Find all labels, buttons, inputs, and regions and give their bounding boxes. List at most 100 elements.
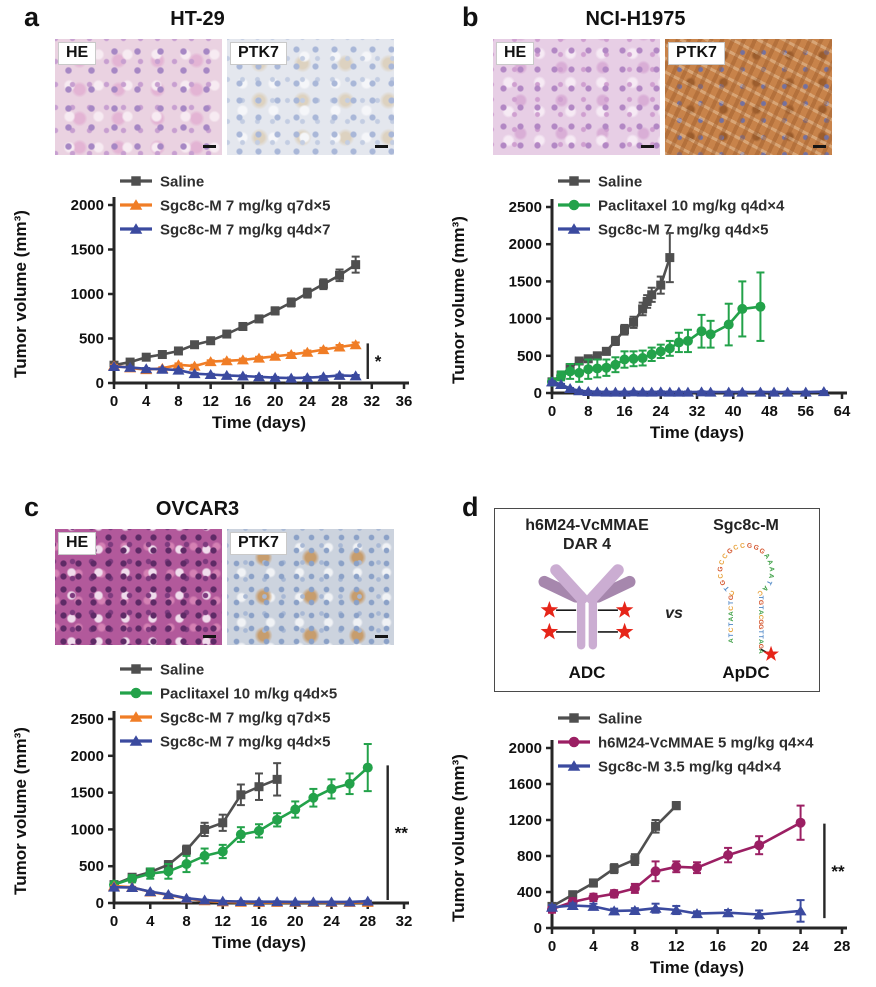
svg-text:24: 24 xyxy=(323,913,340,930)
series-2 xyxy=(108,361,362,383)
svg-text:2500: 2500 xyxy=(509,199,542,216)
micrograph-row-b: HE PTK7 xyxy=(493,39,876,155)
adc-column: h6M24-VcMMAE DAR 4 ADC xyxy=(511,517,663,683)
svg-text:G: G xyxy=(726,547,734,556)
series-2 xyxy=(546,899,807,923)
scale-bar xyxy=(375,635,388,638)
panel-c: c OVCAR3 HE PTK7 0 500 1000 1500 2000 2500 0 4 8… xyxy=(0,490,438,987)
micrograph-row-a: HE PTK7 xyxy=(55,39,438,155)
panel-label-d: d xyxy=(462,492,479,522)
svg-text:G: G xyxy=(757,619,764,624)
series-0 xyxy=(109,762,282,890)
y-axis-title: Tumor volume (mm³) xyxy=(449,754,468,922)
svg-text:500: 500 xyxy=(79,858,104,875)
svg-text:56: 56 xyxy=(797,403,814,420)
scale-bar xyxy=(375,145,388,148)
svg-text:C: C xyxy=(728,606,735,611)
svg-text:A: A xyxy=(728,638,735,643)
stain-label: PTK7 xyxy=(230,42,287,65)
svg-text:T: T xyxy=(757,634,764,639)
legend: Saline h6M24-VcMMAE 5 mg/kg q4×4 Sgc8c-M 3… xyxy=(558,711,814,776)
micrograph-ptk7-ht29: PTK7 xyxy=(227,39,394,155)
svg-text:T: T xyxy=(728,600,735,605)
svg-text:0: 0 xyxy=(96,375,104,392)
svg-text:Paclitaxel 10 mg/kg q4d×4: Paclitaxel 10 mg/kg q4d×4 xyxy=(598,198,785,215)
svg-text:4: 4 xyxy=(146,913,155,930)
drug-star-icon xyxy=(615,600,634,618)
svg-text:Sgc8c-M 7 mg/kg q7d×5: Sgc8c-M 7 mg/kg q7d×5 xyxy=(160,710,330,727)
y-axis-title: Tumor volume (mm³) xyxy=(11,727,30,895)
svg-text:2000: 2000 xyxy=(71,197,104,214)
significance-marker: ** xyxy=(386,765,409,901)
svg-text:28: 28 xyxy=(359,913,376,930)
svg-text:A: A xyxy=(761,584,770,592)
svg-text:T: T xyxy=(728,632,735,637)
svg-text:Saline: Saline xyxy=(598,174,642,191)
vs-label: vs xyxy=(665,605,683,622)
svg-text:16: 16 xyxy=(251,913,268,930)
svg-text:G: G xyxy=(752,544,760,553)
svg-text:G: G xyxy=(758,547,766,556)
series-1 xyxy=(109,743,373,890)
scale-bar xyxy=(813,145,826,148)
legend: Saline Paclitaxel 10 m/kg q4d×5 Sgc8c-M 7 … xyxy=(120,662,337,751)
micrograph-row-c: HE PTK7 xyxy=(55,529,438,645)
svg-text:2000: 2000 xyxy=(71,748,104,765)
svg-text:0: 0 xyxy=(110,393,118,410)
svg-text:24: 24 xyxy=(299,393,316,410)
svg-text:C: C xyxy=(732,544,739,552)
adc-caption: ADC xyxy=(568,663,606,682)
svg-text:1500: 1500 xyxy=(71,785,104,802)
axes: 0 500 1000 1500 2000 0 4 8 12 16 20 24 28 32 36 xyxy=(71,197,412,410)
svg-text:Sgc8c-M 7 mg/kg q4d×7: Sgc8c-M 7 mg/kg q4d×7 xyxy=(160,222,330,239)
svg-text:48: 48 xyxy=(761,403,778,420)
svg-text:1000: 1000 xyxy=(509,311,542,328)
svg-text:C: C xyxy=(740,542,746,550)
svg-text:Saline: Saline xyxy=(598,711,642,728)
stain-label: HE xyxy=(58,532,97,555)
stain-label: PTK7 xyxy=(668,42,725,65)
svg-text:h6M24-VcMMAE 5 mg/kg q4×4: h6M24-VcMMAE 5 mg/kg q4×4 xyxy=(598,735,814,752)
svg-text:28: 28 xyxy=(331,393,348,410)
svg-text:C: C xyxy=(721,552,730,560)
svg-text:12: 12 xyxy=(668,938,685,955)
svg-text:G: G xyxy=(746,542,752,550)
svg-text:A: A xyxy=(767,573,775,579)
svg-text:Saline: Saline xyxy=(160,174,204,191)
svg-text:0: 0 xyxy=(548,403,556,420)
svg-text:C: C xyxy=(757,615,764,620)
adc-subtitle: DAR 4 xyxy=(562,535,611,553)
svg-text:A: A xyxy=(762,552,771,560)
scale-bar xyxy=(203,635,216,638)
svg-text:0: 0 xyxy=(534,385,542,402)
svg-text:12: 12 xyxy=(202,393,219,410)
svg-text:A: A xyxy=(767,566,774,572)
series-3 xyxy=(108,881,374,907)
panel-label-c: c xyxy=(24,492,40,522)
svg-text:64: 64 xyxy=(834,403,851,420)
svg-text:20: 20 xyxy=(267,393,284,410)
svg-text:G: G xyxy=(719,578,728,586)
svg-text:G: G xyxy=(757,624,764,629)
significance-marker: * xyxy=(366,343,382,379)
svg-text:28: 28 xyxy=(834,938,851,955)
svg-text:G: G xyxy=(717,566,724,572)
svg-text:32: 32 xyxy=(396,913,413,930)
svg-text:40: 40 xyxy=(725,403,742,420)
svg-text:**: ** xyxy=(395,824,409,843)
svg-text:2500: 2500 xyxy=(71,711,104,728)
svg-text:G: G xyxy=(757,644,764,649)
svg-text:T: T xyxy=(728,621,735,626)
svg-text:8: 8 xyxy=(182,913,190,930)
x-axis-title: Time (days) xyxy=(650,958,744,977)
svg-text:1000: 1000 xyxy=(71,286,104,303)
antibody-drawing xyxy=(538,563,636,650)
svg-text:A: A xyxy=(757,639,764,644)
x-axis-title: Time (days) xyxy=(650,423,744,442)
svg-text:16: 16 xyxy=(709,938,726,955)
apdc-caption: ApDC xyxy=(722,663,770,682)
svg-text:1200: 1200 xyxy=(509,812,542,829)
y-axis-title: Tumor volume (mm³) xyxy=(11,210,30,378)
svg-text:0: 0 xyxy=(534,920,542,937)
